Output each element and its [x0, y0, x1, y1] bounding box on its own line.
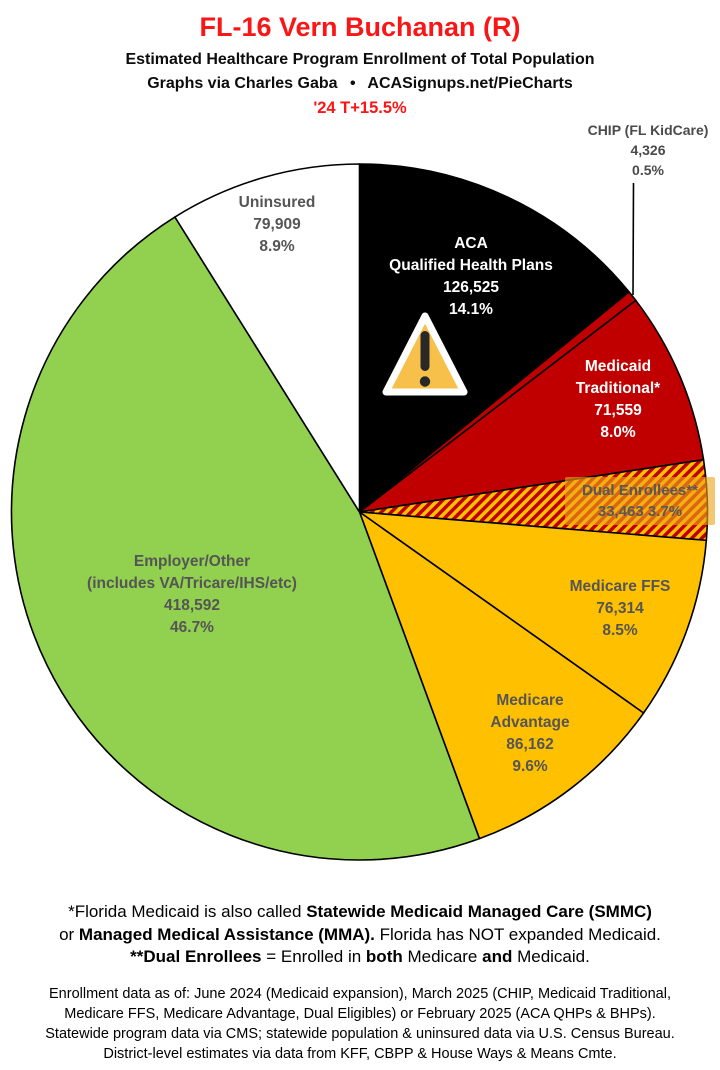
- label-chip-value: 4,326: [630, 142, 666, 158]
- label-employer-pct: 46.7%: [170, 619, 214, 636]
- label-dual-value: 33,463: [597, 503, 644, 520]
- label-medicare-advantage: Medicare Advantage 86,162 9.6%: [490, 690, 569, 778]
- footnote-block: *Florida Medicaid is also called Statewi…: [0, 901, 720, 969]
- label-advantage-pct: 9.6%: [512, 758, 548, 775]
- trend-label: '24 T+15.5%: [313, 99, 407, 117]
- label-aca-line1: ACA: [454, 235, 488, 252]
- label-advantage-line1: Medicare: [496, 692, 564, 709]
- pie-slice-medicare-advantage: [358, 511, 645, 840]
- label-dual-pct: 3.7%: [647, 503, 683, 520]
- pie-slice-medicaid-traditional: [358, 299, 705, 513]
- source-line-1: Enrollment data as of: June 2024 (Medica…: [49, 986, 671, 1002]
- label-medicaid-traditional: Medicaid Traditional* 71,559 8.0%: [576, 356, 660, 444]
- footnote-line-3: **Dual Enrollees = Enrolled in both Medi…: [130, 947, 590, 966]
- label-uninsured: Uninsured 79,909 8.9%: [239, 192, 316, 258]
- pie-slice-medicare-ffs: [358, 511, 708, 714]
- pie-slice-aca-qhp: [358, 163, 630, 513]
- attribution-line: Graphs via Charles Gaba • ACASignups.net…: [147, 75, 573, 92]
- label-employer-line1: Employer/Other: [133, 553, 251, 570]
- label-medicare-ffs: Medicare FFS 76,314 8.5%: [570, 576, 671, 642]
- label-uninsured-name: Uninsured: [238, 194, 316, 211]
- source-line-3: Statewide program data via CMS; statewid…: [45, 1026, 675, 1042]
- source-line-2: Medicare FFS, Medicare Advantage, Dual E…: [64, 1006, 656, 1022]
- source-block: Enrollment data as of: June 2024 (Medica…: [0, 984, 720, 1064]
- footnote-line-2: or Managed Medical Assistance (MMA). Flo…: [59, 924, 661, 944]
- label-uninsured-value: 79,909: [253, 216, 301, 233]
- label-employer-other: Employer/Other (includes VA/Tricare/IHS/…: [87, 551, 297, 639]
- label-ffs-value: 76,314: [596, 600, 644, 617]
- label-chip-name: CHIP (FL KidCare): [587, 122, 709, 138]
- label-dual-name: Dual Enrollees**: [582, 482, 698, 499]
- label-aca-qhp: ACA Qualified Health Plans 126,525 14.1%: [389, 233, 553, 321]
- label-employer-value: 418,592: [163, 597, 221, 614]
- label-employer-line2: (includes VA/Tricare/IHS/etc): [87, 575, 297, 592]
- label-advantage-line2: Advantage: [490, 714, 570, 731]
- label-advantage-value: 86,162: [506, 736, 554, 753]
- chip-leader-line: [632, 182, 635, 296]
- label-aca-pct: 14.1%: [449, 301, 493, 318]
- label-aca-value: 126,525: [442, 279, 500, 296]
- label-medicaid-pct: 8.0%: [600, 424, 636, 441]
- label-dual-enrollees: Dual Enrollees** 33,463 3.7%: [565, 477, 715, 525]
- label-ffs-pct: 8.5%: [602, 622, 638, 639]
- label-medicaid-value: 71,559: [594, 402, 642, 419]
- page-title: FL-16 Vern Buchanan (R): [199, 12, 521, 42]
- pie-slice-uninsured: [174, 163, 361, 513]
- label-uninsured-pct: 8.9%: [259, 238, 295, 255]
- footnote-line-1: *Florida Medicaid is also called Statewi…: [68, 902, 652, 921]
- label-dual-value-pct: 33,463 3.7%: [598, 501, 682, 522]
- warning-icon: [382, 312, 468, 396]
- label-medicaid-line1: Medicaid: [584, 358, 652, 375]
- label-aca-line2: Qualified Health Plans: [389, 257, 553, 274]
- label-chip-pct: 0.5%: [632, 162, 664, 178]
- source-line-4: District-level estimates via data from K…: [103, 1046, 617, 1062]
- label-chip: CHIP (FL KidCare) 4,326 0.5%: [588, 120, 709, 180]
- page-subtitle: Estimated Healthcare Program Enrollment …: [125, 51, 595, 68]
- pie-slice-employer-other: [10, 216, 481, 861]
- label-ffs-name: Medicare FFS: [569, 578, 671, 595]
- label-medicaid-line2: Traditional*: [575, 380, 661, 397]
